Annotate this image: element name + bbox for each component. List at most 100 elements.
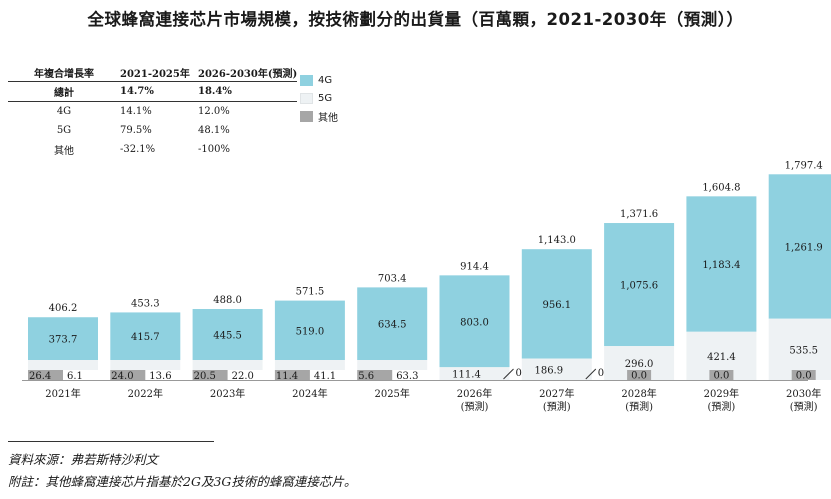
cagr-header-row: 年複合增長率 2021-2025年 2026-2030年(預測) <box>8 63 298 82</box>
data-label-other: 26.4 <box>29 371 51 382</box>
bar-4g <box>192 309 263 360</box>
data-label-other: 20.5 <box>194 371 216 382</box>
data-label-total: 1,604.8 <box>702 182 740 193</box>
cagr-header-period-1: 2021-2025年 <box>120 63 198 82</box>
chart-title: 全球蜂窩連接芯片市場規模，按技術劃分的出貨量（百萬顆，2021-2030年（預測… <box>87 10 744 29</box>
tick-label-: (預測) <box>707 400 735 413</box>
data-label-5g: 63.3 <box>396 371 418 382</box>
data-label-5g: 13.6 <box>149 371 171 382</box>
data-label-total: 453.3 <box>131 298 160 309</box>
bar-other <box>357 370 393 380</box>
cagr-value: -100% <box>198 144 230 155</box>
cagr-header-label: 年複合增長率 <box>8 63 120 82</box>
bar-5g <box>768 318 831 380</box>
bar-other <box>791 370 816 380</box>
data-label-4g: 519.0 <box>296 326 325 337</box>
tick-label-2024: 2024年 <box>292 387 327 400</box>
data-label-4g: 415.7 <box>131 332 160 343</box>
bar-4g <box>686 196 757 332</box>
data-label-total: 488.0 <box>213 295 242 306</box>
cagr-row-label: 其他 <box>54 146 74 157</box>
data-label-total: 571.5 <box>296 287 325 298</box>
cagr-table: 年複合增長率 2021-2025年 2026-2030年(預測) 總計 14.7… <box>8 63 298 159</box>
bar-other <box>110 370 146 380</box>
bar-other <box>28 370 63 380</box>
tick-label-2023: 2023年 <box>210 387 245 400</box>
cagr-row-total: 總計 14.7% 18.4% <box>8 81 298 102</box>
source-note: 資料來源：弗若斯特沙利文 <box>8 452 159 467</box>
bar-4g <box>357 287 428 360</box>
legend-swatch-4g <box>300 74 313 86</box>
data-label-total: 703.4 <box>378 273 407 284</box>
data-label-4g: 634.5 <box>378 320 407 331</box>
cagr-row-label: 總計 <box>8 81 120 102</box>
legend-item-5g: 5G <box>300 89 338 107</box>
tick-label-2029: 2029年 <box>704 387 739 400</box>
cagr-value: -32.1% <box>120 144 156 155</box>
tick-label-: (預測) <box>790 400 818 413</box>
data-label-5g: 41.1 <box>314 371 336 382</box>
bar-5g <box>274 360 345 370</box>
legend-label-5g: 5G <box>318 92 333 104</box>
tick-label-2027: 2027年 <box>539 387 574 400</box>
callout-line <box>503 368 514 380</box>
bar-5g <box>357 360 428 370</box>
data-label-total: 406.2 <box>49 303 78 314</box>
chart-legend: 4G 5G 其他 <box>300 71 338 125</box>
tick-label-: (預測) <box>461 400 489 413</box>
cagr-value: 14.7% <box>120 81 198 102</box>
data-label-total: 914.4 <box>460 261 489 272</box>
tick-label-2030: 2030年 <box>786 387 821 400</box>
data-label-total: 1,143.0 <box>538 235 576 246</box>
cagr-row-5g: 5G 79.5% 48.1% <box>8 121 297 140</box>
cagr-value: 48.1% <box>198 125 230 136</box>
cagr-row-label: 5G <box>56 125 72 136</box>
bar-5g <box>192 360 263 370</box>
data-label-5g: 6.1 <box>67 371 83 382</box>
cagr-row-label: 4G <box>56 106 72 117</box>
bar-4g <box>28 317 98 360</box>
bar-other <box>627 370 652 380</box>
cagr-row-4g: 4G 14.1% 12.0% <box>8 102 297 122</box>
callout-line <box>585 368 597 380</box>
bar-5g <box>28 360 98 370</box>
tick-label-2028: 2028年 <box>621 387 656 400</box>
tick-label-2025: 2025年 <box>374 387 409 400</box>
data-label-total: 1,371.6 <box>620 209 658 220</box>
bar-4g <box>274 300 345 360</box>
data-label-total: 1,797.4 <box>785 160 823 171</box>
bar-4g <box>521 249 592 359</box>
data-label-5g: 186.9 <box>534 365 563 376</box>
bar-4g <box>439 275 510 368</box>
bar-other <box>709 370 734 380</box>
data-label-other: 0.0 <box>713 371 729 382</box>
footnote-rule <box>8 441 214 442</box>
bar-5g <box>521 358 592 380</box>
data-label-4g: 803.0 <box>460 317 489 328</box>
data-label-4g: 956.1 <box>542 300 571 311</box>
cagr-value: 79.5% <box>120 125 152 136</box>
footnote: 附註：其他蜂窩連接芯片指基於2G及3G技術的蜂窩連接芯片。 <box>8 474 357 489</box>
data-label-5g: 535.5 <box>789 345 818 356</box>
legend-swatch-5g <box>300 92 313 104</box>
legend-label-4g: 4G <box>318 74 333 86</box>
data-label-4g: 1,261.9 <box>785 243 823 254</box>
data-label-other: 5.6 <box>358 371 374 382</box>
data-label-4g: 445.5 <box>213 331 242 342</box>
cagr-row-other: 其他 -32.1% -100% <box>8 140 297 159</box>
tick-label-2021: 2021年 <box>45 387 80 400</box>
bar-4g <box>110 312 181 360</box>
data-label-4g: 373.7 <box>49 335 78 346</box>
data-label-other: 0.0 <box>631 371 647 382</box>
bar-4g <box>768 174 831 319</box>
bar-other <box>274 370 310 380</box>
data-label-4g: 1,075.6 <box>620 281 658 292</box>
tick-label-: (預測) <box>543 400 571 413</box>
legend-item-4g: 4G <box>300 71 338 89</box>
data-label-5g: 111.4 <box>452 370 481 381</box>
data-label-5g: 296.0 <box>625 359 654 370</box>
bar-other <box>192 370 228 380</box>
data-label-other: 24.0 <box>111 371 133 382</box>
cagr-value: 12.0% <box>198 106 230 117</box>
